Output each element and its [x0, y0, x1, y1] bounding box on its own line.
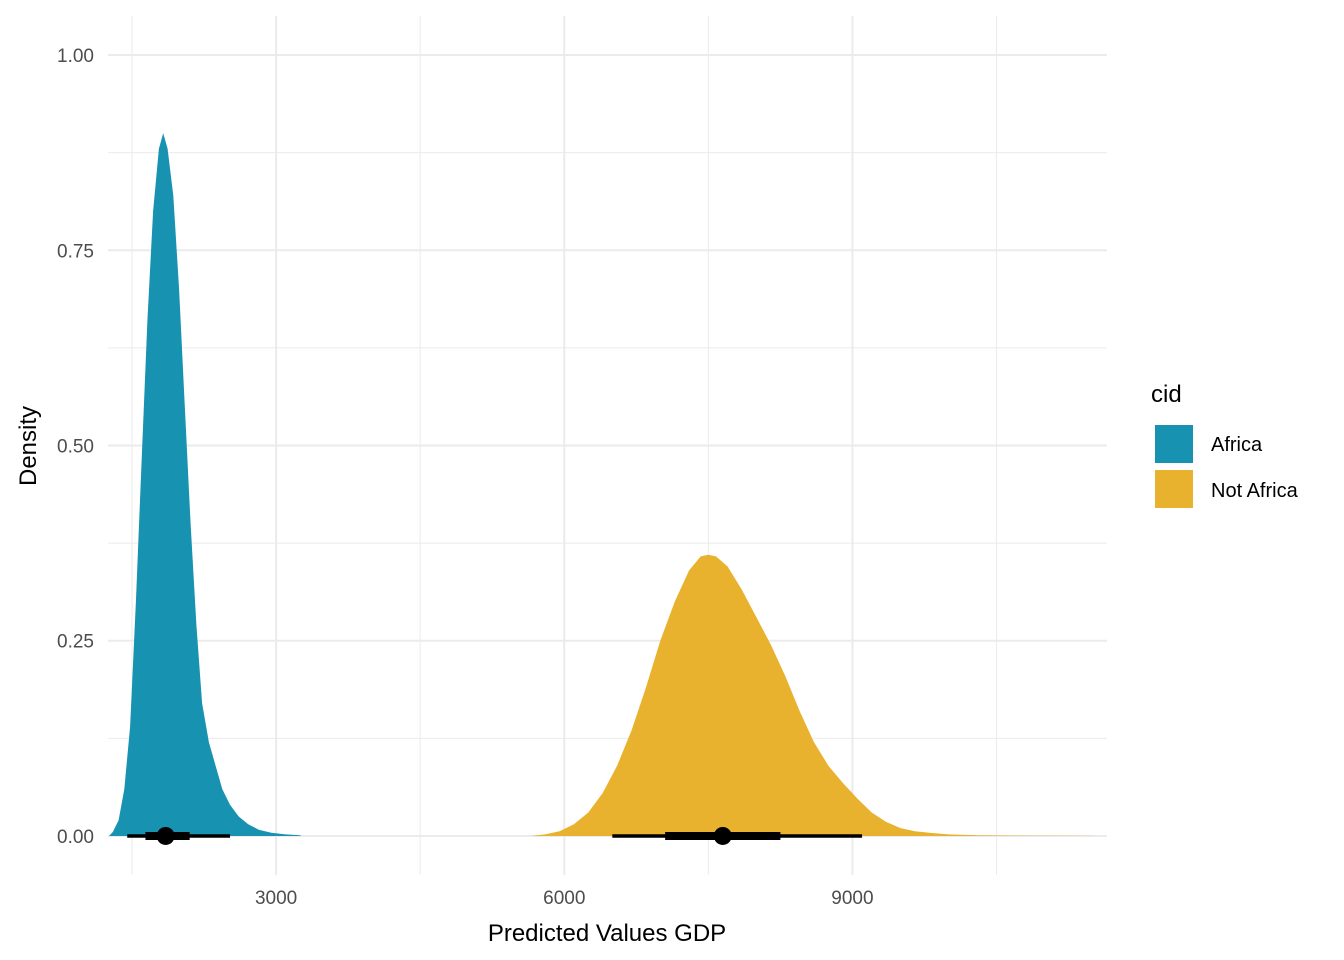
- y-tick-label: 0.00: [57, 827, 94, 848]
- gridlines: [108, 16, 1107, 875]
- legend-key-not-africa: [1155, 470, 1193, 508]
- point-intervals: [127, 826, 863, 845]
- y-tick-label: 1.00: [57, 46, 94, 67]
- y-tick-label: 0.25: [57, 632, 94, 653]
- x-tick-label: 9000: [831, 888, 873, 909]
- point-estimate-not-africa: [713, 826, 732, 845]
- y-tick-label: 0.75: [57, 241, 94, 262]
- x-axis-ticks: 3000 6000 9000: [255, 888, 874, 909]
- x-tick-label: 6000: [543, 888, 585, 909]
- legend-title: cid: [1151, 381, 1182, 408]
- y-axis-title: Density: [15, 406, 42, 486]
- legend: cid Africa Not Africa: [1151, 381, 1299, 508]
- density-areas: [109, 133, 1094, 837]
- y-axis-ticks: 0.00 0.25 0.50 0.75 1.00: [57, 46, 94, 848]
- x-tick-label: 3000: [255, 888, 297, 909]
- density-area-not-africa: [530, 554, 1094, 836]
- x-axis-title: Predicted Values GDP: [488, 920, 726, 947]
- legend-key-africa: [1155, 425, 1193, 463]
- point-estimate-africa: [156, 826, 175, 845]
- y-tick-label: 0.50: [57, 437, 94, 458]
- density-area-africa: [109, 133, 302, 837]
- legend-label-not-africa: Not Africa: [1211, 480, 1299, 502]
- legend-label-africa: Africa: [1211, 434, 1263, 456]
